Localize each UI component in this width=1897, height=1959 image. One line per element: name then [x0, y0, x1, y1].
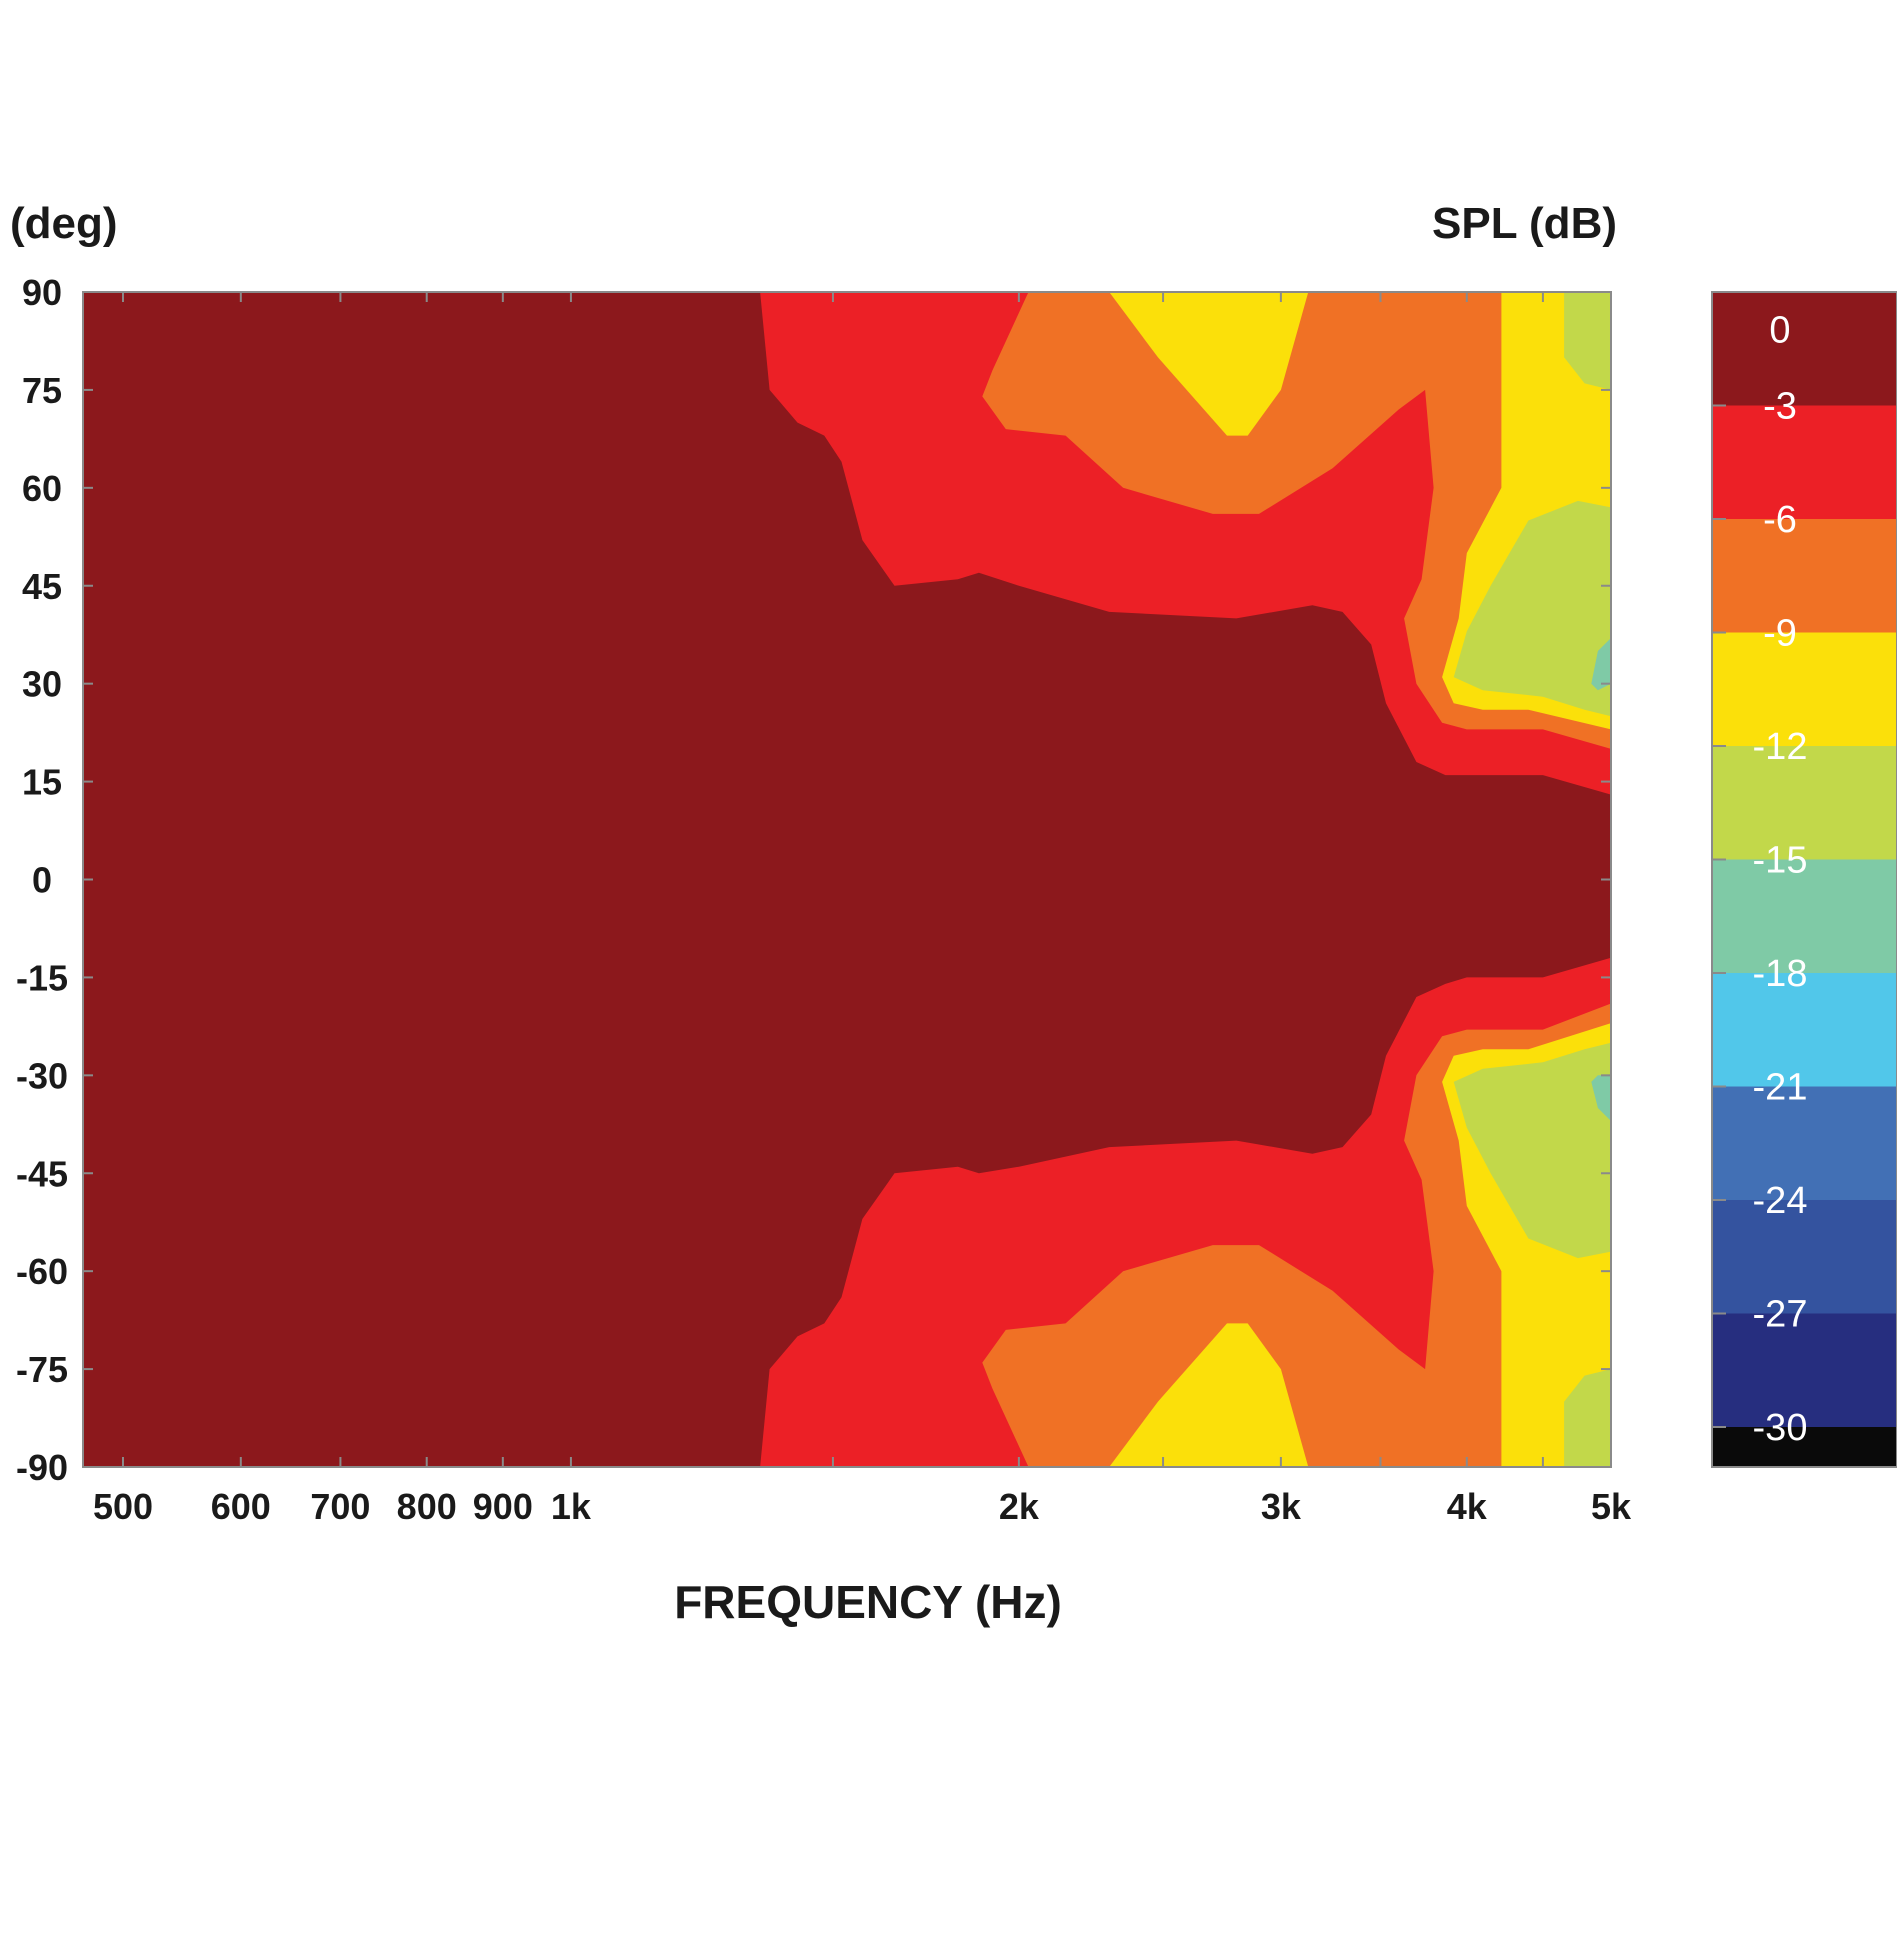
contour-region-3-2 [760, 957, 1611, 1467]
contour-region-9-2 [1109, 1323, 1309, 1467]
colorbar-swatch [1712, 973, 1897, 1087]
colorbar-label: -9 [1763, 613, 1797, 655]
colorbar-frame [1711, 291, 1897, 1468]
contour-region-12-1 [1564, 292, 1611, 390]
contour-region-9-1 [1109, 292, 1309, 436]
colorbar-title: SPL (dB) [1432, 199, 1617, 248]
colorbar-swatch [1712, 1086, 1897, 1200]
x-axis: 500 600 700 800 900 1k 2k 3k 4k 5k [93, 292, 1632, 1527]
y-tick-label: 15 [22, 762, 62, 803]
y-tick-label: -90 [16, 1447, 68, 1488]
x-tick-label: 1k [551, 1486, 592, 1527]
colorbar-label: -3 [1763, 386, 1797, 428]
colorbar-swatch [1712, 292, 1897, 406]
colorbar-swatch [1712, 1427, 1897, 1467]
y-tick-label: -45 [16, 1153, 68, 1194]
y-tick-label: 30 [22, 664, 62, 705]
contour-region-12-3 [1453, 500, 1611, 717]
y-axis: 90 75 60 45 30 15 0 -15 -30 -45 -60 -75 -90 [16, 272, 1611, 1488]
colorbar-swatch [1712, 519, 1897, 633]
y-tick-label: 0 [32, 860, 52, 901]
colorbar-swatch [1712, 859, 1897, 973]
y-tick-label: 45 [22, 566, 62, 607]
colorbar-label: -15 [1753, 840, 1808, 882]
colorbar-label: -27 [1753, 1294, 1808, 1336]
x-tick-label: 800 [397, 1486, 457, 1527]
colorbar: 0 -3 -6 -9 -12 -15 -18 -21 -24 -27 -30 [1711, 291, 1897, 1468]
colorbar-swatch [1712, 405, 1897, 519]
colorbar-swatch [1712, 746, 1897, 860]
y-tick-label: -30 [16, 1055, 68, 1096]
contour-region-3-1 [760, 292, 1611, 795]
y-tick-label: 60 [22, 468, 62, 509]
contour-region-12-2 [1564, 1369, 1611, 1467]
colorbar-swatch [1712, 1200, 1897, 1314]
colorbar-label: 0 [1769, 309, 1790, 351]
y-axis-title: (deg) [10, 199, 118, 248]
y-tick-label: -60 [16, 1251, 68, 1292]
contour-region-15-1 [1591, 638, 1611, 691]
contour-region-15-2 [1591, 1075, 1611, 1121]
colorbar-swatch [1712, 1313, 1897, 1427]
colorbar-label: -6 [1763, 499, 1797, 541]
y-tick-label: -15 [16, 957, 68, 998]
plot-area [82, 291, 1612, 1468]
colorbar-label: -30 [1753, 1407, 1808, 1449]
contour-region-6-1 [982, 292, 1611, 749]
x-tick-label: 500 [93, 1486, 153, 1527]
x-tick-label: 4k [1447, 1486, 1488, 1527]
colorbar-label: -24 [1753, 1180, 1808, 1222]
x-axis-title: FREQUENCY (Hz) [674, 1576, 1062, 1628]
x-tick-label: 700 [310, 1486, 370, 1527]
colorbar-label: -21 [1753, 1067, 1808, 1109]
colorbar-label: -18 [1753, 953, 1808, 995]
x-tick-label: 3k [1261, 1486, 1302, 1527]
y-tick-label: 75 [22, 370, 62, 411]
y-tick-label: -75 [16, 1349, 68, 1390]
contour-region-12-4 [1453, 1042, 1611, 1259]
colorbar-label: -12 [1753, 726, 1808, 768]
x-tick-label: 5k [1591, 1486, 1632, 1527]
x-tick-label: 2k [999, 1486, 1040, 1527]
colorbar-swatch [1712, 632, 1897, 746]
x-tick-label: 600 [211, 1486, 271, 1527]
y-tick-label: 90 [22, 272, 62, 313]
x-tick-label: 900 [473, 1486, 533, 1527]
